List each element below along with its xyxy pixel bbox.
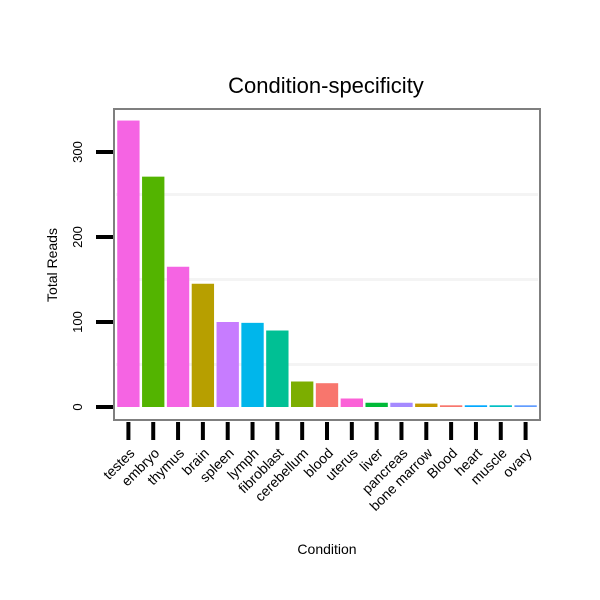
bar-blood-13 [439, 405, 463, 407]
y-tick-label: 0 [70, 403, 85, 410]
y-tick-label: 100 [70, 311, 85, 333]
x-axis: testesembryothymusbrainspleenlymphfibrob… [100, 422, 535, 514]
bar-liver-10 [365, 402, 388, 407]
bar-brain-3 [191, 283, 215, 407]
bar-uterus-9 [340, 398, 363, 407]
y-tick-label: 300 [70, 141, 85, 163]
bar-thymus-2 [166, 266, 190, 407]
y-tick-label: 200 [70, 226, 85, 248]
bar-muscle-15 [489, 405, 512, 407]
bar-testes-0 [117, 120, 140, 408]
bar-lymph-5 [241, 322, 264, 407]
bar-blood-8 [315, 383, 339, 407]
bar-pancreas-11 [390, 402, 413, 407]
y-axis: 0 100 200 300 [70, 141, 113, 411]
bar-heart-14 [464, 405, 488, 407]
plot-panel-border [113, 108, 541, 421]
bar-fibroblast-6 [266, 330, 289, 407]
y-axis-label: Total Reads [44, 228, 60, 302]
bar-bone-marrow-12 [415, 403, 438, 407]
bar-embryo-1 [142, 176, 165, 407]
bar-cerebellum-7 [291, 381, 314, 407]
x-tick-label: ovary [499, 445, 535, 481]
bar-spleen-4 [216, 322, 239, 407]
x-axis-label: Condition [297, 541, 356, 557]
bars-group [117, 120, 537, 408]
chart-title: Condition-specificity [228, 73, 424, 98]
bar-ovary-16 [514, 405, 537, 407]
